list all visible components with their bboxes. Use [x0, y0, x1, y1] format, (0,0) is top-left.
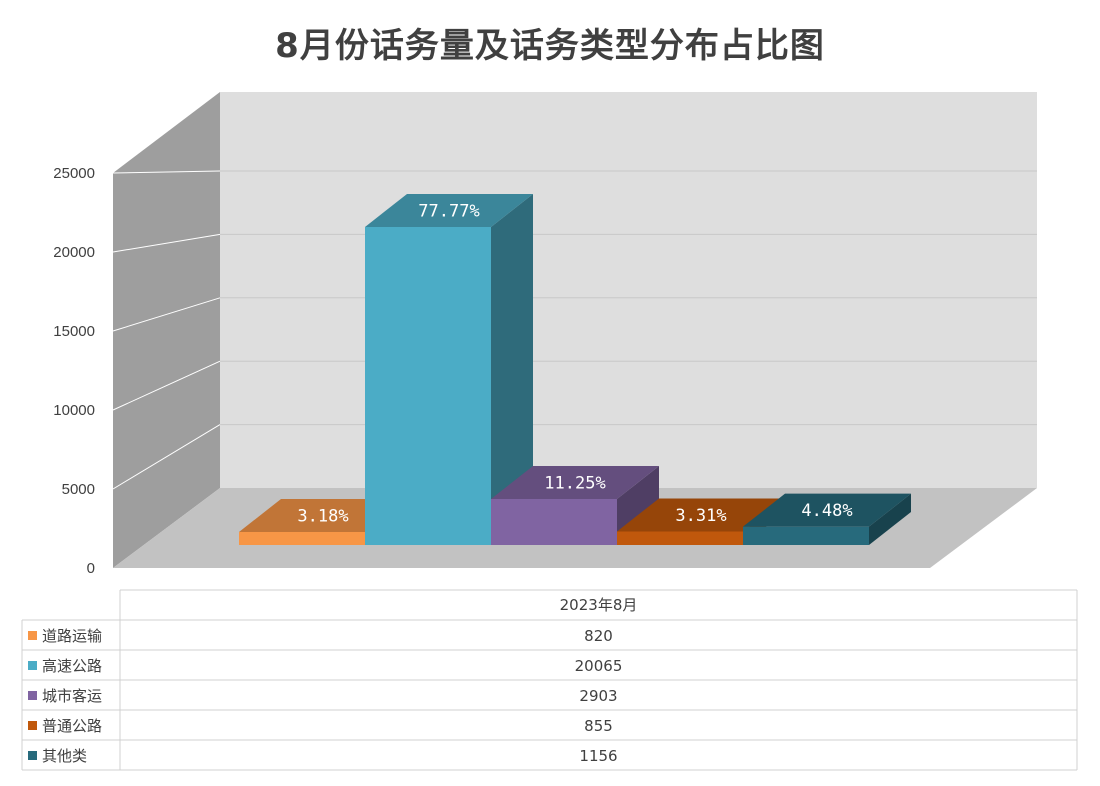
bar-top	[491, 465, 659, 499]
legend-key	[28, 661, 37, 670]
legend-label: 其他类	[42, 747, 87, 765]
legend-label: 高速公路	[42, 657, 102, 675]
bar-side	[869, 493, 911, 545]
data-label: 3.31%	[675, 506, 726, 526]
bar-top	[365, 194, 533, 227]
bar-top	[617, 498, 785, 532]
bar-side	[491, 194, 533, 545]
legend-key	[28, 691, 37, 700]
side-wall	[113, 92, 220, 568]
side-gridline	[112, 170, 221, 174]
side-gridline	[112, 233, 221, 253]
y-tick-label: 20000	[53, 244, 95, 261]
y-tick-label: 25000	[53, 165, 95, 182]
y-tick-label: 15000	[53, 323, 95, 340]
legend-key	[28, 631, 37, 640]
bar-front	[239, 532, 365, 545]
legend-key	[28, 751, 37, 760]
bar-front	[617, 531, 743, 545]
side-gridline	[112, 360, 221, 411]
legend-label: 道路运输	[42, 627, 102, 645]
table-value: 1156	[579, 747, 617, 765]
legend-label: 普通公路	[42, 717, 102, 735]
bar-front	[743, 526, 869, 545]
bar-2	[365, 194, 533, 545]
data-labels: 3.18% 77.77% 11.25% 3.31% 4.48%	[297, 202, 852, 527]
y-tick-label: 5000	[62, 481, 95, 498]
data-label: 4.48%	[801, 501, 852, 521]
chart-bars	[239, 194, 911, 545]
table-value: 20065	[575, 657, 623, 675]
y-axis-ticks: 0 5000 10000 15000 20000 25000	[53, 165, 95, 577]
chart-title: 8月份话务量及话务类型分布占比图	[275, 26, 825, 66]
data-label: 3.18%	[297, 507, 348, 527]
back-wall	[220, 92, 1037, 488]
table-value: 2903	[579, 687, 617, 705]
table-value: 855	[584, 717, 613, 735]
side-gridline	[112, 424, 221, 490]
bar-top	[743, 493, 911, 527]
legend-key	[28, 721, 37, 730]
y-tick-label: 10000	[53, 402, 95, 419]
data-label: 11.25%	[544, 473, 605, 493]
table-value: 820	[584, 627, 613, 645]
table-category-label: 2023年8月	[560, 596, 638, 614]
data-label: 77.77%	[418, 202, 479, 222]
y-tick-label: 0	[87, 560, 95, 577]
bar-front	[491, 498, 617, 545]
side-gridline	[112, 297, 221, 332]
legend-label: 城市客运	[42, 687, 102, 705]
bar-5	[743, 493, 911, 545]
chart-gridlines	[112, 170, 1037, 490]
bar-front	[365, 227, 491, 545]
